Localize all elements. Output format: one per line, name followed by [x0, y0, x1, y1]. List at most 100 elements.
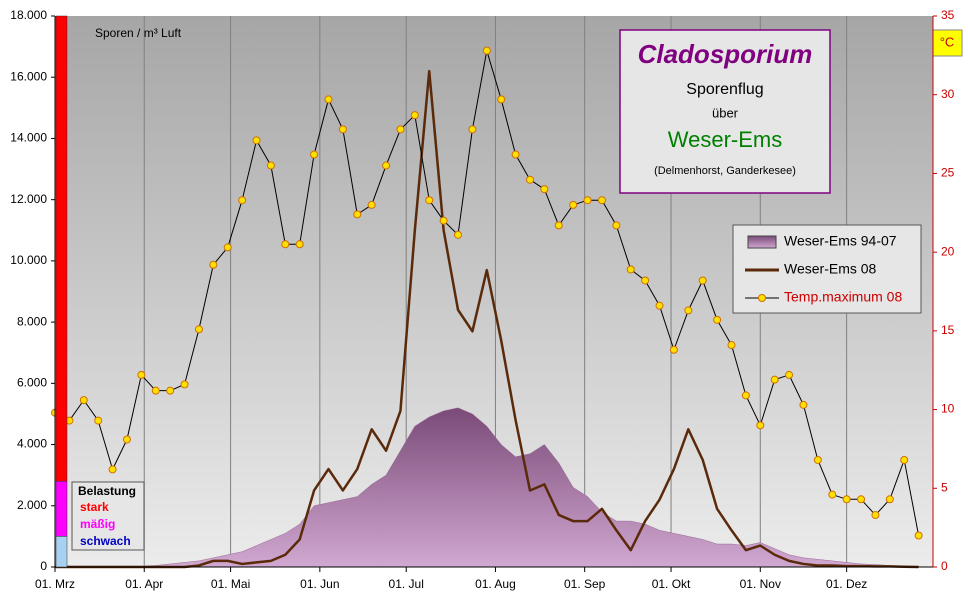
load-legend	[71, 481, 145, 551]
y2-tick-label: 0	[941, 559, 948, 573]
legend-label: Weser-Ems 08	[784, 261, 877, 277]
dot	[79, 396, 88, 405]
dot	[137, 370, 146, 379]
dot	[281, 240, 290, 249]
dot	[698, 276, 707, 285]
dot	[597, 196, 606, 205]
dot	[828, 490, 837, 499]
dot	[266, 161, 275, 170]
y-tick-label: 16.000	[10, 69, 47, 83]
dot	[914, 531, 923, 540]
legend-swatch	[758, 294, 766, 302]
dot	[727, 341, 736, 350]
dot	[482, 46, 491, 55]
region: Weser-Ems	[668, 127, 783, 152]
x-tick-label: 01. Okt	[652, 577, 691, 591]
load-label: schwach	[80, 534, 131, 548]
y-tick-label: 10.000	[10, 253, 47, 267]
y-tick-label: 4.000	[17, 437, 47, 451]
subtitle: Sporenflug	[686, 81, 763, 98]
dot	[382, 161, 391, 170]
x-tick-label: 01. Nov	[740, 577, 781, 591]
dot	[871, 511, 880, 520]
dot	[511, 150, 520, 159]
load-band	[55, 15, 68, 482]
dot	[713, 315, 722, 324]
dot	[238, 196, 247, 205]
x-tick-label: 01. Sep	[564, 577, 606, 591]
dot	[497, 95, 506, 104]
dot	[252, 136, 261, 145]
y-tick-label: 14.000	[10, 131, 47, 145]
dot	[583, 196, 592, 205]
dot	[799, 400, 808, 409]
dot	[569, 200, 578, 209]
dot	[813, 455, 822, 464]
dot	[684, 306, 693, 315]
dot	[209, 260, 218, 269]
legend-label: Temp.maximum 08	[784, 289, 902, 305]
title-box	[619, 29, 831, 194]
y-tick-label: 12.000	[10, 192, 47, 206]
dot	[122, 435, 131, 444]
y2-tick-label: 5	[941, 480, 948, 494]
dot	[367, 200, 376, 209]
dot	[324, 95, 333, 104]
y2-tick-label: 35	[941, 8, 955, 22]
dot	[396, 125, 405, 134]
y2-tick-label: 15	[941, 323, 955, 337]
dot	[425, 196, 434, 205]
chart-title: Cladosporium	[638, 39, 813, 69]
y-tick-label: 0	[40, 559, 47, 573]
y-tick-label: 6.000	[17, 376, 47, 390]
legend-swatch	[747, 235, 777, 249]
y2-tick-label: 30	[941, 87, 955, 101]
dot	[151, 386, 160, 395]
load-band	[55, 536, 68, 568]
dot	[785, 370, 794, 379]
load-title: Belastung	[78, 484, 136, 498]
dot	[439, 216, 448, 225]
dot	[770, 375, 779, 384]
y-tick-label: 18.000	[10, 8, 47, 22]
dot	[108, 465, 117, 474]
x-tick-label: 01. Jul	[389, 577, 424, 591]
load-label: stark	[80, 500, 109, 514]
legend-label: Weser-Ems 94-07	[784, 233, 897, 249]
x-tick-label: 01. Mrz	[35, 577, 75, 591]
y-tick-label: 2.000	[17, 498, 47, 512]
dot	[468, 125, 477, 134]
y2-axis-label: °C	[940, 34, 955, 49]
dot	[655, 301, 664, 310]
line	[55, 69, 919, 569]
dot	[540, 185, 549, 194]
dot	[612, 221, 621, 230]
dot	[842, 495, 851, 504]
dot	[166, 386, 175, 395]
dot	[741, 391, 750, 400]
x-tick-label: 01. Apr	[125, 577, 163, 591]
y2-tick-label: 25	[941, 166, 955, 180]
dot	[180, 380, 189, 389]
dot	[554, 221, 563, 230]
x-tick-label: 01. Jun	[300, 577, 339, 591]
dot	[295, 240, 304, 249]
dot	[626, 265, 635, 274]
dot	[310, 150, 319, 159]
dot	[669, 345, 678, 354]
x-tick-label: 01. Mai	[211, 577, 250, 591]
load-label: mäßig	[80, 517, 115, 531]
dot	[756, 421, 765, 430]
x-tick-label: 01. Aug	[475, 577, 516, 591]
dot	[338, 125, 347, 134]
dot	[94, 416, 103, 425]
dot	[194, 325, 203, 334]
subtitle2: über	[712, 105, 739, 120]
y-axis-label: Sporen / m³ Luft	[95, 26, 182, 40]
x-tick-label: 01. Dez	[826, 577, 867, 591]
y2-tick-label: 10	[941, 402, 955, 416]
dot	[223, 243, 232, 252]
dot	[857, 495, 866, 504]
dot	[885, 495, 894, 504]
dot	[900, 455, 909, 464]
